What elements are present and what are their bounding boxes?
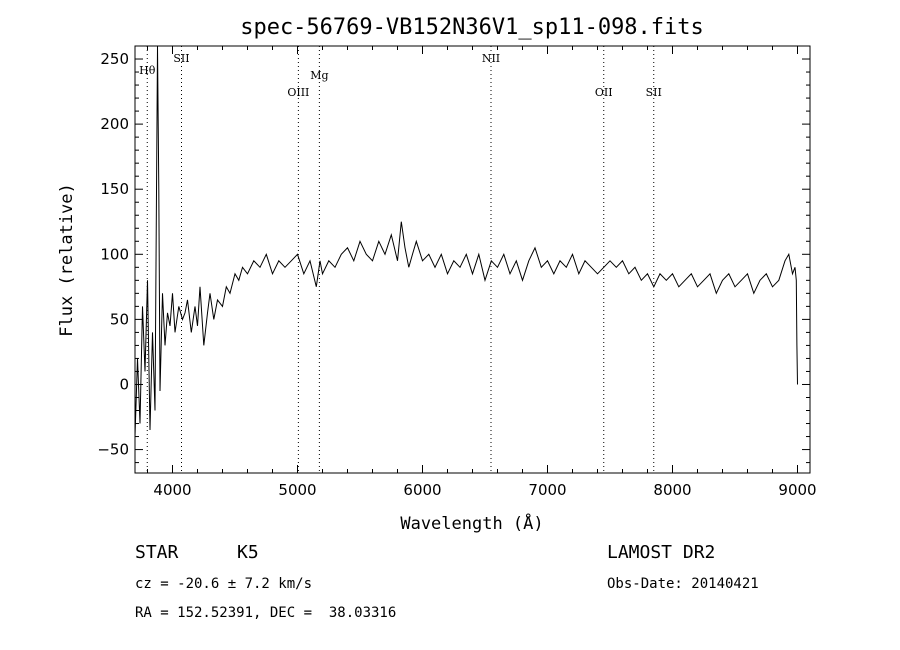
spectral-line-label: Hθ xyxy=(139,64,156,77)
x-axis-label: Wavelength (Å) xyxy=(400,512,543,534)
cz-value: cz = -20.6 ± 7.2 km/s xyxy=(135,576,313,592)
x-tick-label: 9000 xyxy=(778,481,816,499)
x-tick-label: 8000 xyxy=(653,481,691,499)
ra-dec: RA = 152.52391, DEC = 38.03316 xyxy=(135,605,397,621)
spectral-line-label: OII xyxy=(595,86,613,99)
y-axis: −50 0 50 100 150 200 250 xyxy=(97,50,810,464)
spectral-line-label: SII xyxy=(646,86,662,99)
y-tick-label: 0 xyxy=(119,375,129,393)
x-tick-label: 7000 xyxy=(528,481,566,499)
spectral-line-label: OIII xyxy=(287,86,309,99)
x-tick-label: 4000 xyxy=(153,481,191,499)
y-tick-label: 100 xyxy=(100,245,129,263)
y-tick-label: 150 xyxy=(100,180,129,198)
plot-frame xyxy=(134,45,811,474)
y-tick-label: 50 xyxy=(110,310,129,328)
spectral-line-label: SII xyxy=(173,52,189,65)
obs-date: Obs-Date: 20140421 xyxy=(607,576,759,592)
spectrum-line xyxy=(134,45,798,437)
y-tick-label: 200 xyxy=(100,115,129,133)
object-type: STAR xyxy=(135,542,179,563)
survey-name: LAMOST DR2 xyxy=(607,542,716,563)
x-tick-label: 5000 xyxy=(278,481,316,499)
x-tick-label: 6000 xyxy=(403,481,441,499)
chart-title: spec-56769-VB152N36V1_sp11-098.fits xyxy=(240,15,704,40)
spectral-line-label: Mg xyxy=(310,69,328,82)
y-tick-label: −50 xyxy=(97,441,129,459)
y-axis-label: Flux (relative) xyxy=(57,183,77,337)
object-subclass: K5 xyxy=(237,542,259,563)
y-tick-label: 250 xyxy=(100,50,129,68)
spectral-line-label: NII xyxy=(482,52,500,65)
x-axis: 4000 5000 6000 7000 8000 9000 xyxy=(147,46,817,499)
